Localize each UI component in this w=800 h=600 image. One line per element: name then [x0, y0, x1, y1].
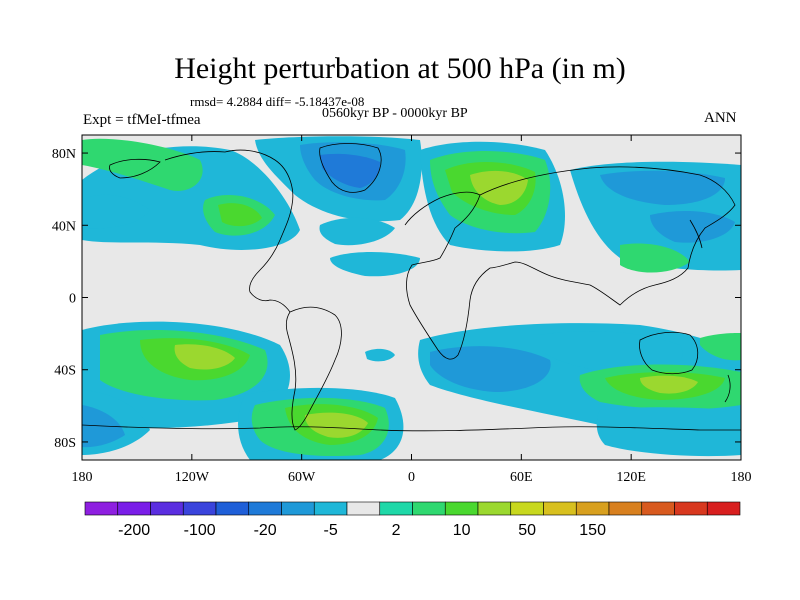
- lon-tick-label: 180: [731, 470, 752, 485]
- contour-yellow-south-pacific: [174, 344, 235, 370]
- coastlines: [82, 143, 741, 432]
- lon-tick-label: 120E: [616, 470, 646, 485]
- colorbar-label: 150: [579, 522, 606, 539]
- colorbar-label: 2: [392, 522, 401, 539]
- colorbar-swatch: [281, 501, 315, 516]
- lat-tick-label: 0: [69, 292, 76, 307]
- colorbar-swatch: [379, 501, 413, 516]
- contour-cyan-pacific-north: [82, 194, 150, 229]
- contour-fields: [82, 136, 741, 460]
- season-label: ANN: [704, 110, 737, 126]
- lat-tick-label: 80N: [52, 147, 76, 162]
- colorbar-label: -20: [254, 522, 277, 539]
- colorbar-swatch: [412, 501, 446, 516]
- colorbar-label: -5: [324, 522, 338, 539]
- colorbar-swatch: [543, 501, 577, 516]
- contour-cyan-small-atlantic: [365, 348, 395, 362]
- colorbar: -200 -100 -20 -5 2 10 50 150: [84, 501, 741, 539]
- coastline-greenland: [319, 143, 382, 193]
- map-title: Height perturbation at 500 hPa (in m): [174, 52, 626, 85]
- contour-yellow-eurasia: [470, 170, 528, 205]
- colorbar-label: 10: [453, 522, 471, 539]
- colorbar-swatch: [313, 501, 348, 516]
- contour-green-north-atlantic: [82, 138, 203, 191]
- lon-tick-label: 180: [72, 470, 93, 485]
- contour-darkblue-greenland: [320, 153, 380, 188]
- lat-tick-label: 80S: [54, 436, 76, 451]
- coastline-north-america: [164, 149, 294, 313]
- contour-cyan-australia-south: [596, 407, 741, 457]
- contour-yellow-antarctic-atlantic: [305, 412, 368, 438]
- coastline-alaska: [109, 158, 161, 179]
- contour-green-antarctic-east: [700, 332, 741, 361]
- contour-blue-japan: [650, 210, 735, 243]
- experiment-label: Expt = tfMeI-tfmea: [83, 112, 201, 128]
- contour-blue-indian-ocean: [430, 346, 551, 392]
- contour-yellow-indian-ocean: [640, 375, 698, 394]
- stats-text: rmsd= 4.2884 diff= -5.18437e-08: [190, 94, 365, 109]
- colorbar-swatch: [674, 501, 708, 516]
- contour-lime-west-canada: [218, 203, 262, 227]
- colorbar-label: -200: [118, 522, 150, 539]
- colorbar-swatch: [575, 501, 610, 516]
- latitude-axis: 80N 40N 0 40S 80S: [52, 147, 741, 451]
- colorbar-swatch: [608, 501, 643, 516]
- colorbar-label: 50: [518, 522, 536, 539]
- lon-tick-label: 60E: [510, 470, 533, 485]
- colorbar-swatch: [706, 501, 741, 516]
- coastline-new-zealand: [724, 374, 731, 403]
- contour-cyan-atlantic: [319, 217, 395, 246]
- period-label: 0560kyr BP - 0000kyr BP: [322, 106, 468, 121]
- lon-tick-label: 60W: [288, 470, 316, 485]
- lon-tick-label: 0: [408, 470, 415, 485]
- colorbar-swatch: [150, 501, 184, 516]
- coastline-asia: [479, 166, 736, 306]
- longitude-axis: 180 120W 60W 0 60E 120E 180: [72, 135, 752, 485]
- contour-green-pacific: [620, 243, 690, 273]
- colorbar-swatch: [248, 501, 282, 516]
- colorbar-swatch: [117, 501, 151, 516]
- colorbar-swatch: [510, 501, 544, 516]
- colorbar-swatch: [182, 501, 217, 516]
- colorbar-swatch: [444, 501, 479, 516]
- colorbar-swatch: [215, 501, 250, 516]
- coastline-europe-africa: [404, 191, 491, 360]
- coastline-antarctica: [82, 424, 741, 432]
- colorbar-swatch: [84, 501, 119, 516]
- coastline-australia: [639, 331, 699, 375]
- colorbar-swatch: [346, 501, 381, 516]
- coastline-japan: [689, 219, 703, 249]
- colorbar-swatch: [641, 501, 675, 516]
- contour-cyan-atlantic-south: [330, 252, 420, 277]
- coastline-south-america: [285, 306, 342, 431]
- contour-blue-siberia: [600, 170, 725, 205]
- colorbar-label: -100: [184, 522, 216, 539]
- contour-cyan-indian-ring: [540, 331, 683, 375]
- lon-tick-label: 120W: [175, 470, 210, 485]
- colorbar-swatch: [477, 501, 512, 516]
- lat-tick-label: 40S: [54, 364, 76, 379]
- lat-tick-label: 40N: [52, 219, 76, 234]
